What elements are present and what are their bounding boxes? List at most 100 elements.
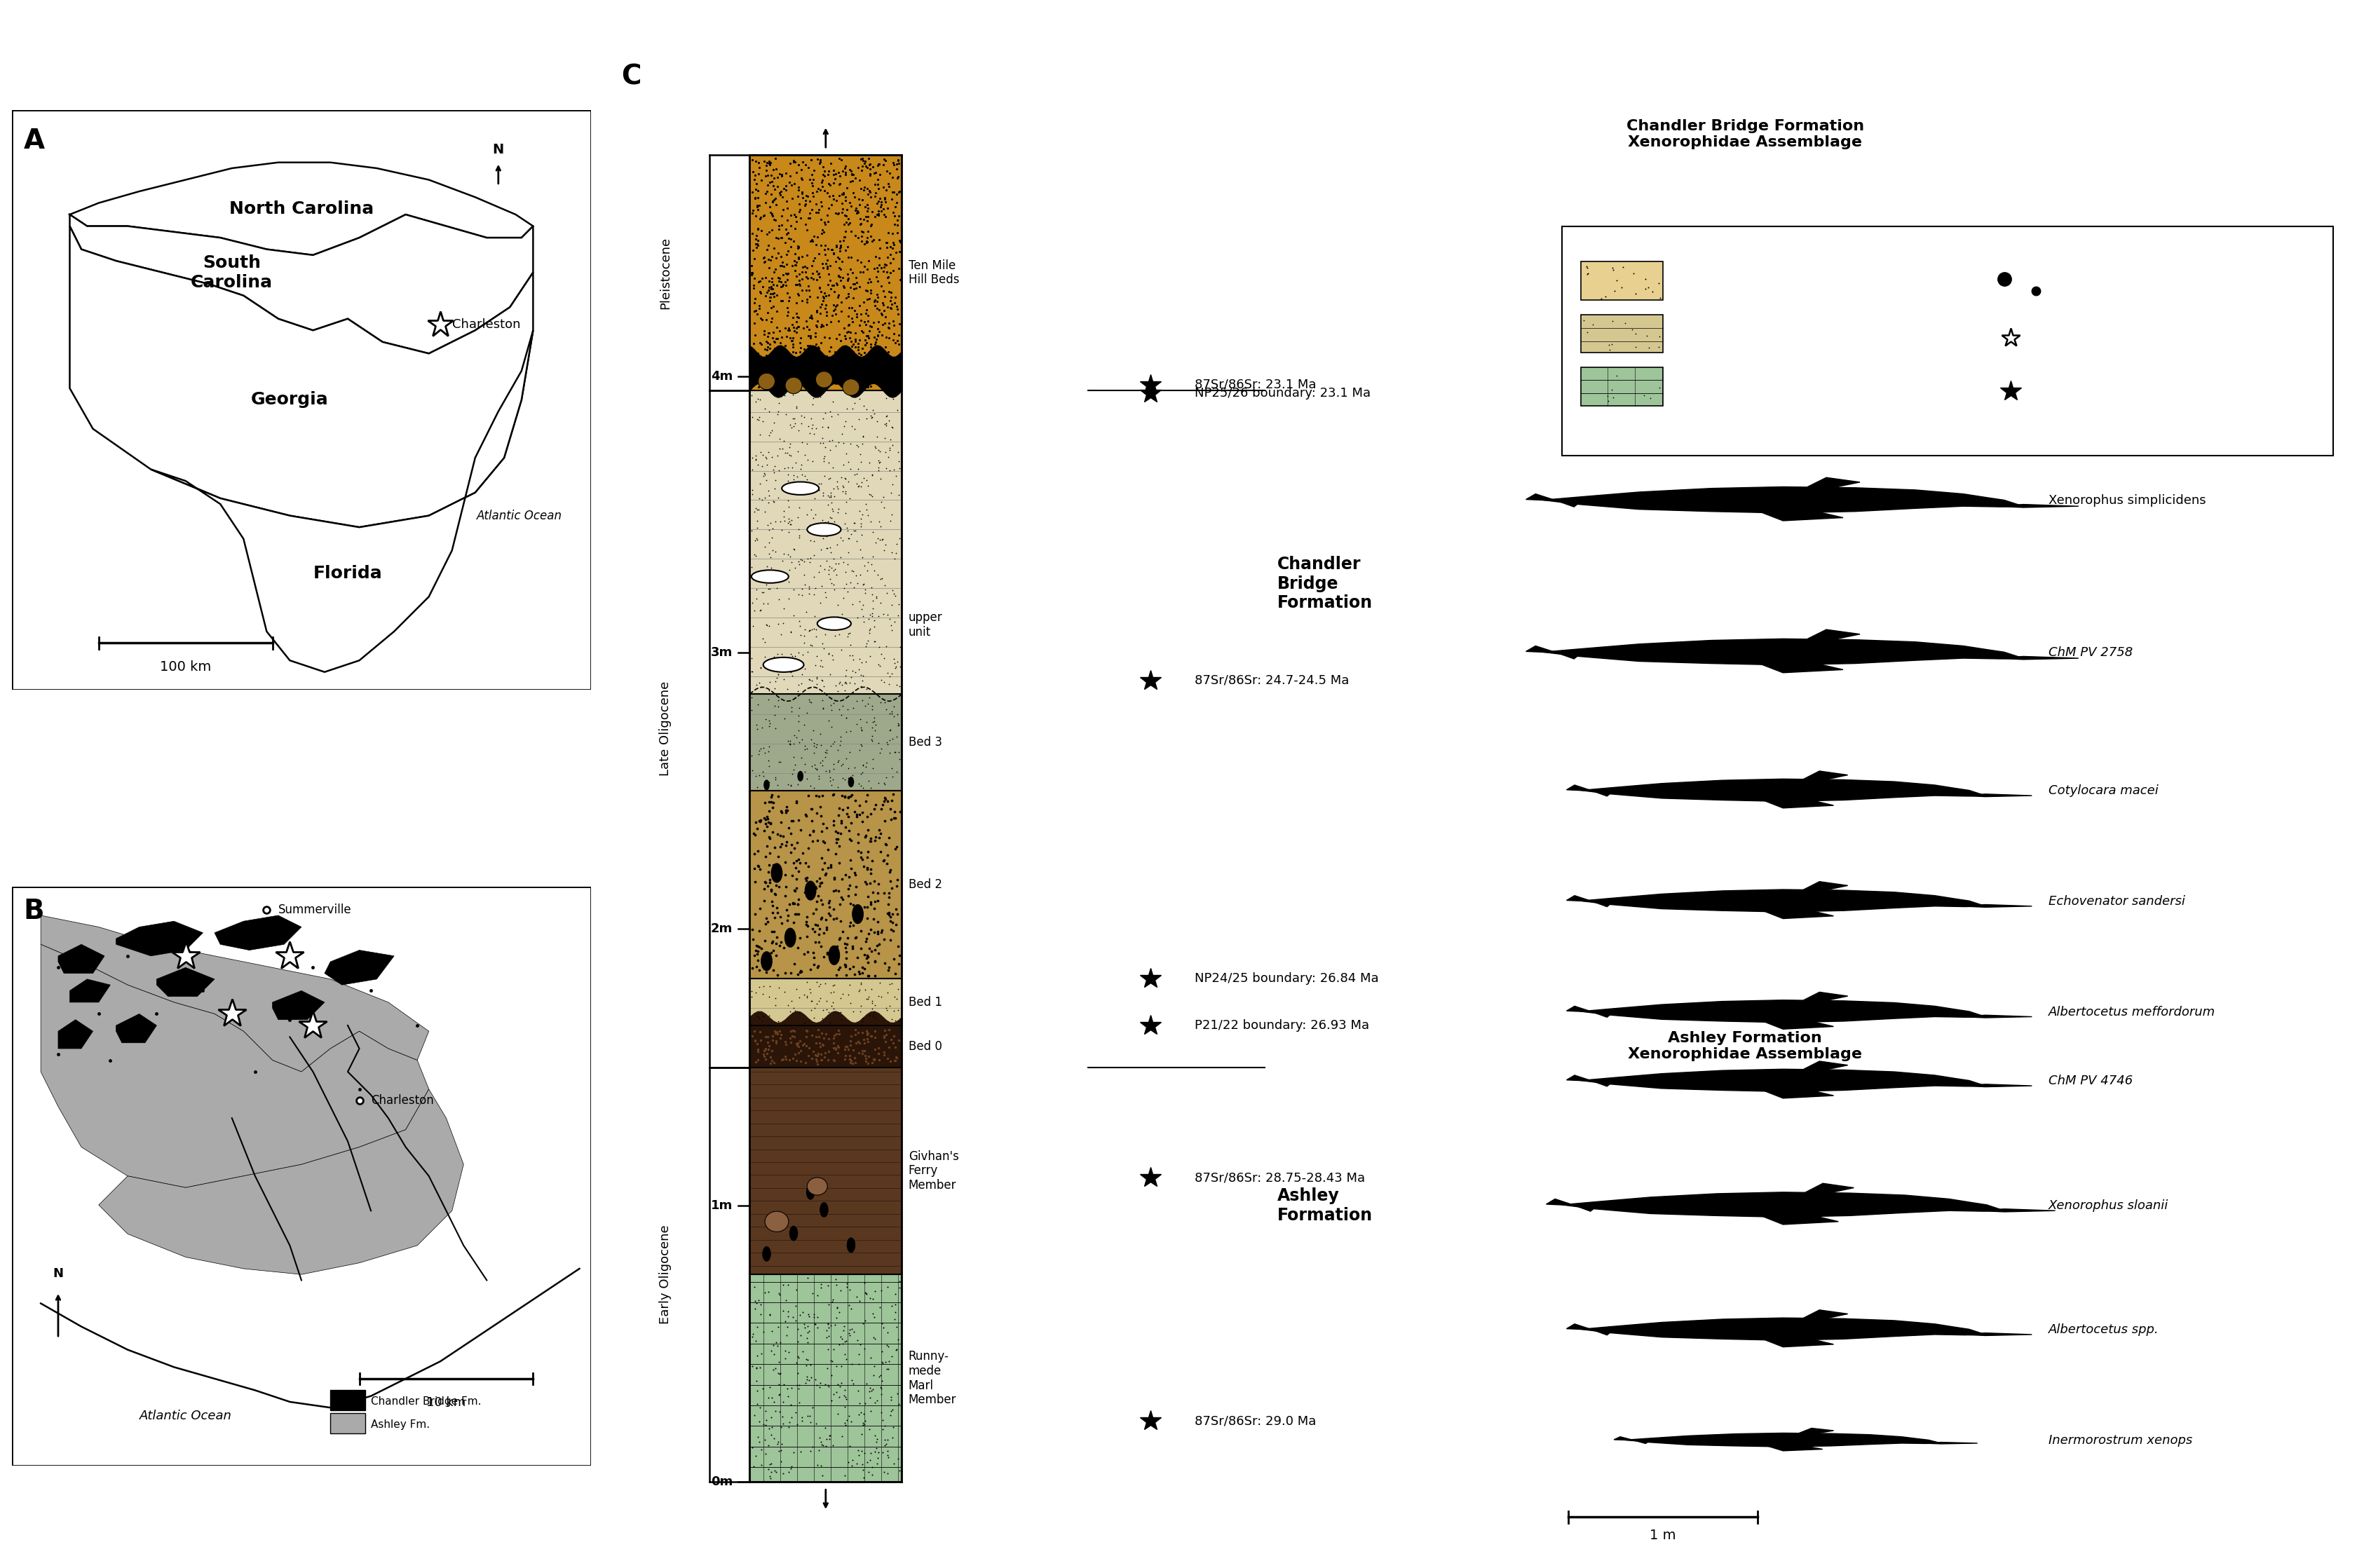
Point [785, 941, 823, 966]
Point [849, 750, 886, 775]
Point [827, 285, 865, 310]
Point [858, 1435, 896, 1460]
Point [813, 608, 851, 633]
Point [808, 855, 846, 880]
Point [778, 1316, 816, 1341]
Point [813, 993, 851, 1018]
Point [764, 911, 801, 936]
Point [801, 803, 839, 828]
Point [790, 1303, 827, 1328]
Point [766, 1029, 804, 1054]
Point [877, 724, 915, 750]
Point [780, 177, 818, 202]
Point [837, 470, 875, 495]
Point [834, 298, 872, 323]
Point [879, 1327, 917, 1352]
Point [856, 889, 894, 914]
Point [846, 177, 884, 202]
Point [740, 742, 778, 767]
Point [832, 847, 870, 872]
Point [868, 1275, 905, 1300]
Point [756, 467, 794, 492]
Point [790, 836, 827, 861]
Point [858, 872, 896, 897]
Point [823, 724, 860, 750]
Point [747, 612, 785, 637]
Point [846, 577, 884, 602]
Point [837, 925, 875, 950]
Point [740, 974, 778, 999]
Polygon shape [1804, 1062, 1849, 1069]
Point [844, 1465, 882, 1490]
Point [787, 188, 825, 213]
Point [749, 853, 787, 878]
Point [771, 732, 808, 757]
Point [808, 1325, 846, 1350]
Point [775, 952, 813, 977]
Point [813, 499, 851, 524]
Point [766, 850, 804, 875]
Point [870, 1444, 908, 1469]
Point [759, 665, 797, 690]
Point [768, 268, 806, 293]
Point [747, 237, 785, 262]
Point [837, 320, 875, 345]
Text: Atlantic Ocean: Atlantic Ocean [139, 1410, 232, 1422]
Point [766, 508, 804, 533]
Point [806, 210, 844, 235]
Point [844, 1410, 882, 1435]
Point [827, 188, 865, 213]
Point [733, 262, 771, 287]
Point [778, 395, 816, 420]
Point [865, 310, 903, 336]
Point [782, 817, 820, 842]
Point [825, 323, 863, 348]
Point [792, 147, 830, 172]
Point [851, 331, 889, 356]
Text: 10 km: 10 km [426, 1396, 466, 1408]
Text: ChM PV 2758: ChM PV 2758 [2050, 646, 2132, 659]
Point [834, 395, 872, 420]
Point [806, 296, 844, 321]
Point [797, 751, 834, 776]
Point [782, 582, 820, 607]
Point [806, 674, 844, 699]
Point [775, 1046, 813, 1071]
Point [856, 949, 894, 974]
Point [775, 1019, 813, 1044]
Point [863, 1400, 901, 1425]
Point [745, 759, 782, 784]
Point [816, 1030, 853, 1055]
Point [794, 734, 832, 759]
Point [804, 425, 842, 450]
Point [820, 262, 858, 287]
Point [879, 209, 917, 234]
Polygon shape [1761, 1214, 1839, 1225]
Point [827, 326, 865, 351]
Point [773, 833, 811, 858]
Point [778, 450, 816, 475]
Point [827, 198, 865, 223]
Point [794, 902, 832, 927]
Point [733, 262, 771, 287]
Point [764, 1461, 801, 1486]
Point [837, 166, 875, 191]
Point [752, 710, 790, 735]
Point [875, 230, 913, 256]
Point [851, 334, 889, 359]
Text: Late Oligocene: Late Oligocene [660, 681, 671, 776]
Point [811, 558, 849, 583]
Point [738, 955, 775, 980]
Point [816, 1025, 853, 1051]
Point [851, 483, 889, 508]
Point [756, 326, 794, 351]
Polygon shape [116, 922, 203, 956]
Point [834, 558, 872, 583]
Point [872, 260, 910, 285]
Point [773, 989, 811, 1014]
Point [778, 790, 816, 815]
Point [742, 674, 780, 699]
Point [787, 1010, 825, 1035]
Point [834, 1447, 872, 1472]
Point [766, 229, 804, 254]
